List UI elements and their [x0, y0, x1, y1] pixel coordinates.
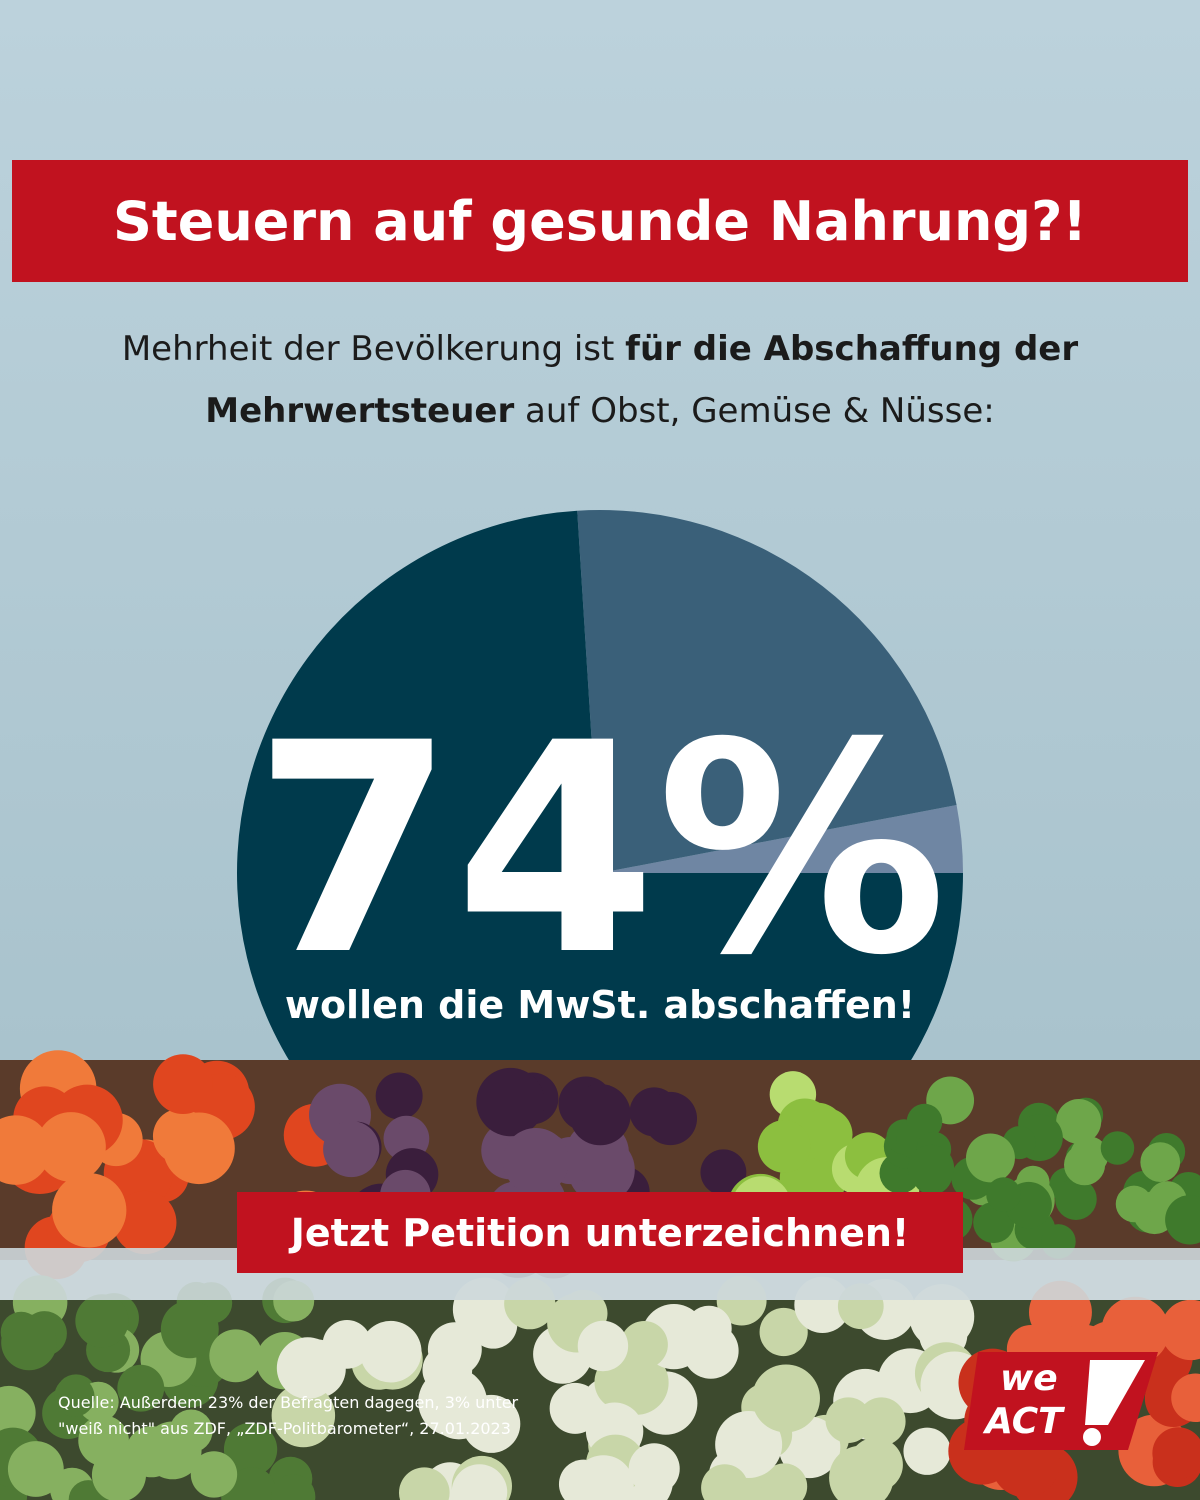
produce-item [113, 1190, 177, 1255]
produce-item [209, 1329, 263, 1383]
produce-item [1100, 1131, 1135, 1165]
logo-text: we [1000, 1358, 1058, 1399]
source-line: "weiß nicht" aus ZDF, „ZDF-Politbaromete… [58, 1419, 511, 1438]
produce-item [0, 1115, 51, 1185]
petition-button[interactable] [237, 1192, 963, 1273]
produce-item [628, 1443, 680, 1495]
produce-item [986, 1177, 1021, 1212]
produce-item [52, 1173, 127, 1248]
pie [237, 510, 964, 1237]
produce-item [906, 1103, 943, 1140]
produce-item [153, 1054, 213, 1114]
produce-item [965, 1133, 1015, 1183]
produce-item [620, 1320, 668, 1369]
produce-item [223, 1422, 278, 1477]
source-line: Quelle: Außerdem 23% der Befragten dageg… [58, 1393, 519, 1412]
produce-item [160, 1300, 219, 1359]
produce-item [757, 1120, 811, 1173]
pie-caption: wollen die MwSt. abschaffen! [285, 983, 915, 1027]
produce-item [700, 1149, 747, 1196]
title: Steuern auf gesunde Nahrung?! [12, 160, 1188, 282]
button-label[interactable]: Jetzt Petition unterzeichnen! [288, 1211, 909, 1255]
produce-item [163, 1112, 235, 1185]
produce-item [323, 1120, 380, 1178]
subtitle-part: auf Obst, Gemüse & Nüsse: [525, 391, 995, 431]
produce-item [271, 1383, 336, 1448]
produce-item [7, 1441, 64, 1497]
pie-slice [600, 804, 963, 873]
produce-item [1171, 1373, 1200, 1423]
produce-item [502, 1127, 570, 1195]
produce-item [903, 1427, 951, 1475]
produce-item [701, 1464, 749, 1500]
produce-item [1056, 1099, 1102, 1145]
produce-item [829, 1445, 894, 1500]
produce-item [418, 1367, 487, 1437]
pie-slice [577, 510, 957, 873]
produce-item [1, 1314, 57, 1371]
big-value: 74% [253, 682, 947, 1019]
produce-item [451, 1464, 508, 1500]
produce-item [799, 1108, 853, 1162]
produce-item [577, 1320, 629, 1372]
pie-slice [237, 510, 964, 1237]
logo-text: ACT [982, 1401, 1065, 1442]
subtitle-bold: für die Abschaffung der Mehrwertsteuer [205, 329, 1079, 431]
produce-item [1140, 1142, 1181, 1182]
produce-item [36, 1112, 106, 1182]
produce-item [752, 1364, 820, 1433]
produce-item [778, 1416, 841, 1479]
produce-item [91, 1447, 147, 1500]
produce-item [398, 1467, 450, 1500]
produce-item [117, 1364, 165, 1412]
produce-item [375, 1072, 423, 1120]
produce-item [0, 1385, 36, 1440]
produce-item [1115, 1185, 1153, 1223]
produce-item [1165, 1195, 1200, 1245]
produce-item [907, 1144, 955, 1192]
produce-item [190, 1451, 238, 1498]
produce-item [228, 1467, 276, 1500]
produce-item [1152, 1427, 1200, 1479]
produce-item [973, 1201, 1015, 1244]
produce-item [715, 1410, 783, 1478]
produce-item [761, 1463, 808, 1500]
produce-item [857, 1397, 906, 1446]
produce-item [359, 1320, 422, 1383]
produce-item [75, 1294, 129, 1348]
produce-item [1101, 1296, 1170, 1365]
produce-item [686, 1305, 732, 1352]
subtitle-part: Mehrheit der Bevölkerung ist [121, 329, 615, 369]
produce-item [270, 1474, 316, 1500]
produce-item [54, 1376, 95, 1417]
produce-item [143, 1421, 202, 1480]
logo-mark [1085, 1360, 1145, 1425]
produce-item [476, 1067, 545, 1137]
produce-item [1160, 1299, 1200, 1361]
produce-item [569, 1084, 631, 1146]
subtitle: Mehrheit der Bevölkerung ist für die Abs… [60, 318, 1140, 442]
produce-item [643, 1091, 698, 1146]
produce-item [573, 1455, 634, 1500]
produce-item [276, 1337, 339, 1399]
produce-item [1064, 1144, 1106, 1186]
logo-dot [1083, 1428, 1101, 1446]
produce-item [759, 1307, 808, 1357]
produce-item [1055, 1178, 1097, 1220]
